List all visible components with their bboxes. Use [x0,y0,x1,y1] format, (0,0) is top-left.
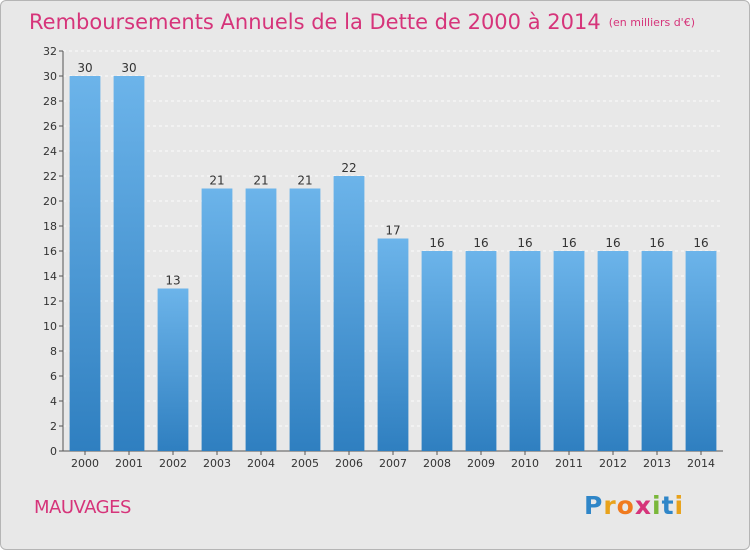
data-label: 17 [385,224,400,238]
bar [685,251,717,451]
x-tick-label: 2013 [643,457,671,470]
y-tick-label: 6 [50,370,57,383]
data-label: 21 [253,174,268,188]
data-label: 22 [341,161,356,175]
y-tick-label: 16 [43,245,57,258]
y-tick-label: 4 [50,395,57,408]
x-tick-label: 2006 [335,457,363,470]
data-label: 16 [693,236,708,250]
data-label: 16 [517,236,532,250]
data-label: 16 [473,236,488,250]
place-name: MAUVAGES [34,497,131,518]
y-tick-label: 24 [43,145,57,158]
chart-unit: (en milliers d'€) [608,16,695,29]
bar [245,188,277,451]
x-tick-label: 2002 [159,457,187,470]
data-label: 16 [605,236,620,250]
x-tick-label: 2007 [379,457,407,470]
x-tick-label: 2010 [511,457,539,470]
bar [641,251,673,451]
data-label: 16 [649,236,664,250]
x-tick-label: 2008 [423,457,451,470]
x-tick-label: 2009 [467,457,495,470]
data-label: 13 [165,274,180,288]
bar [157,288,189,451]
bar [377,238,409,451]
data-label: 21 [297,174,312,188]
bar [465,251,497,451]
y-tick-label: 32 [43,45,57,58]
y-tick-label: 0 [50,445,57,458]
bar [201,188,233,451]
x-tick-label: 2012 [599,457,627,470]
y-tick-label: 28 [43,95,57,108]
bar [597,251,629,451]
y-tick-label: 12 [43,295,57,308]
x-tick-label: 2005 [291,457,319,470]
y-tick-label: 10 [43,320,57,333]
y-tick-label: 30 [43,70,57,83]
data-label: 16 [561,236,576,250]
bar [421,251,453,451]
chart-title: Remboursements Annuels de la Dette de 20… [29,10,695,34]
data-label: 30 [77,61,92,75]
x-tick-labels: 2000 2001 2002 2003 2004 2005 2006 2007 2008 2009… [71,457,715,470]
y-tick-label: 2 [50,420,57,433]
x-tick-label: 2011 [555,457,583,470]
y-tick-label: 20 [43,195,57,208]
proxiti-logo[interactable]: Proxiti [584,491,685,520]
y-tick-label: 26 [43,120,57,133]
y-tick-label: 14 [43,270,57,283]
bars [69,76,717,451]
data-label: 30 [121,61,136,75]
x-tick-label: 2003 [203,457,231,470]
x-tick-label: 2000 [71,457,99,470]
y-tick-label: 18 [43,220,57,233]
y-tick-label: 8 [50,345,57,358]
x-tick-label: 2001 [115,457,143,470]
y-tick-label: 22 [43,170,57,183]
bar [289,188,321,451]
bar [333,176,365,451]
bar [553,251,585,451]
x-tick-label: 2004 [247,457,275,470]
chart-title-text: Remboursements Annuels de la Dette de 20… [29,10,601,34]
data-label: 21 [209,174,224,188]
data-label: 16 [429,236,444,250]
bar [69,76,101,451]
data-labels: 30 30 13 21 21 21 22 17 16 16 16 16 16 16 16 [77,61,708,288]
x-tick-label: 2014 [687,457,715,470]
bar [509,251,541,451]
bar [113,76,145,451]
